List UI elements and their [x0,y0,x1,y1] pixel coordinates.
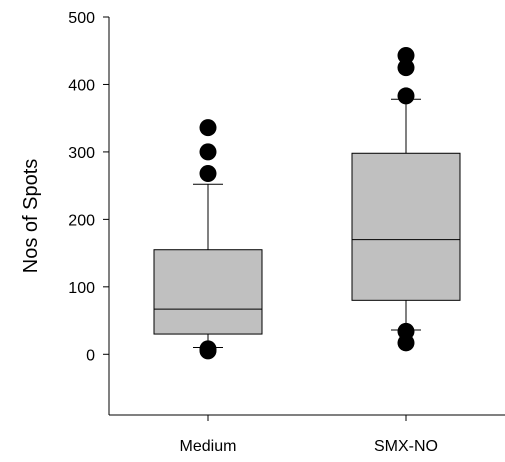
y-tick-label: 200 [68,212,95,229]
outlier-point [199,143,217,161]
box-group-1 [153,119,263,360]
box-series [153,46,461,360]
outlier-point [199,119,217,137]
y-axis-ticks: 0 100 200 300 400 500 [68,10,109,364]
outlier-point [397,322,415,340]
iqr-box [351,152,461,301]
y-tick-label: 300 [68,145,95,162]
plot-area [108,17,505,416]
y-tick-label: 0 [86,347,95,364]
x-category-label: Medium [180,438,237,455]
outlier-point [397,46,415,64]
y-tick-label: 400 [68,77,95,94]
outlier-point [199,165,217,183]
box-group-2 [351,46,461,352]
outlier-point [397,59,415,77]
x-category-label: SMX-NO [374,438,438,455]
x-axis-labels: Medium SMX-NO [180,415,438,455]
outlier-point [199,340,217,358]
iqr-box [153,249,263,335]
y-tick-label: 500 [68,10,95,27]
outlier-point [397,87,415,105]
y-axis-title: Nos of Spots [20,159,42,274]
y-tick-label: 100 [68,280,95,297]
